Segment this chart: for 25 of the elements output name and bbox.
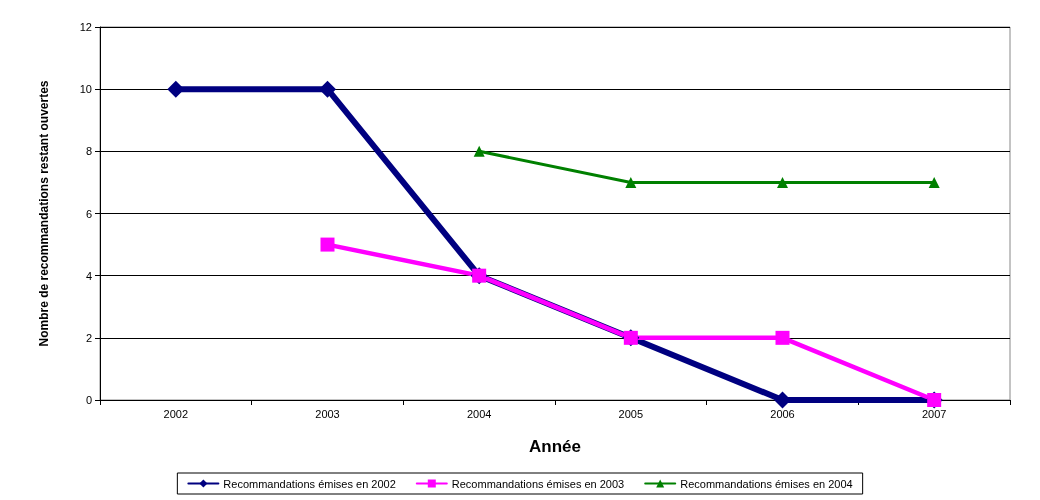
point: [473, 145, 485, 157]
legend-label: Recommandations émises en 2002: [223, 477, 396, 490]
y-tick-label: 10: [79, 83, 92, 96]
y-tick-label: 2: [85, 331, 92, 344]
y-tick-label: 8: [85, 145, 92, 158]
legend-label: Recommandations émises en 2004: [680, 477, 853, 490]
point: [775, 330, 790, 345]
x-tick-label: 2006: [770, 407, 795, 420]
point: [625, 176, 637, 188]
point: [928, 176, 940, 188]
y-tick-label: 6: [85, 207, 92, 220]
point: [319, 80, 336, 98]
y-tick-label: 12: [79, 21, 92, 33]
x-tick-label: 2003: [315, 407, 340, 420]
y-tick-label: 4: [85, 269, 92, 282]
y-tick-label: 0: [85, 394, 92, 406]
x-tick-label: 2007: [921, 407, 947, 420]
legend-label: Recommandations émises en 2003: [451, 477, 625, 490]
x-tick-label: 2005: [618, 407, 644, 420]
x-axis-title: Année: [529, 437, 581, 456]
point: [777, 176, 788, 188]
x-tick-label: 2004: [466, 407, 492, 420]
y-axis-title: Nombre de recommandations restant ouvertes: [37, 80, 51, 347]
point: [320, 237, 335, 252]
x-tick-label: 2002: [163, 407, 189, 420]
